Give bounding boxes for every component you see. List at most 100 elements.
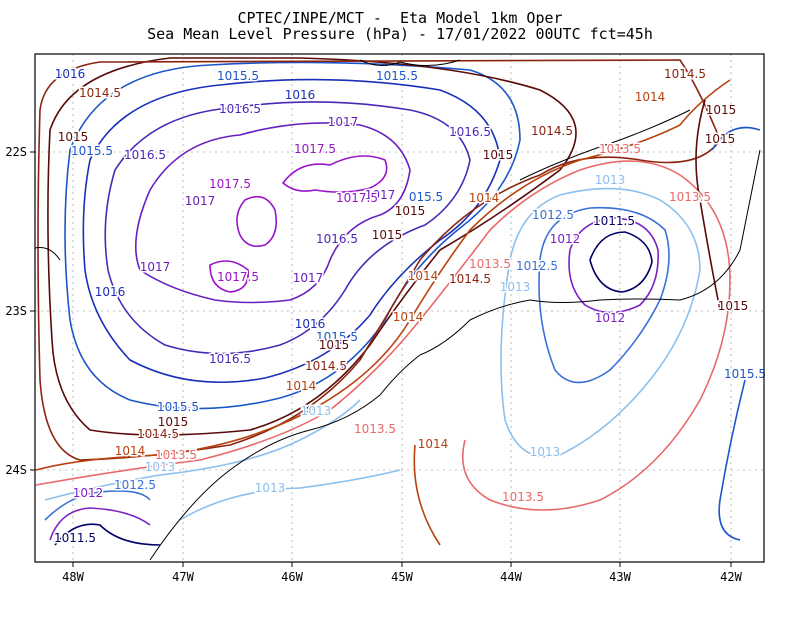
contour-label: 1014.5: [664, 67, 706, 81]
isobar-1015-line: [695, 99, 721, 311]
contour-label: 1013: [500, 280, 531, 294]
contour-label: 1014.5: [449, 272, 491, 286]
isobar-1016-line: [82, 78, 501, 384]
lon-label: 42W: [720, 570, 742, 584]
isobar-1012-5-line: [44, 490, 151, 521]
contour-label: 1017: [293, 271, 324, 285]
contour-label: 1013.5: [354, 422, 396, 436]
contour-label: 1014: [408, 269, 439, 283]
lon-label: 46W: [281, 570, 303, 584]
contour-label: 1015: [372, 228, 403, 242]
contour-label: 1017.5: [217, 270, 259, 284]
contour-label: 1011.5: [54, 531, 96, 545]
contour-label: 1012: [550, 232, 581, 246]
contour-label: 1014.5: [137, 427, 179, 441]
contour-label: 1013.5: [469, 257, 511, 271]
contour-label: 1014.5: [531, 124, 573, 138]
contour-label: 1014: [469, 191, 500, 205]
x-axis-labels: 48W 47W 46W 45W 44W 43W 42W: [62, 570, 742, 584]
isobar-1014-line: [413, 444, 441, 546]
isobar-1011-5-line: [589, 231, 653, 293]
contour-label: 1015.5: [316, 330, 358, 344]
contour-label: 1013: [595, 172, 626, 186]
isobar-1013-line: [179, 469, 401, 521]
isobar-1015-5-line: [711, 126, 761, 151]
contour-label: 1015.5: [724, 367, 766, 381]
contour-label: 1013: [255, 481, 286, 495]
contour-label: 1016.5: [209, 352, 251, 366]
contour-label: 1015: [705, 132, 736, 146]
contour-label: 1011.5: [593, 214, 635, 228]
contour-label: 1015: [395, 204, 426, 218]
contour-label: 1015.5: [376, 69, 418, 83]
isobar-1015-5-line: [64, 61, 521, 410]
contour-label: 1014: [115, 444, 146, 458]
contour-label: 1017: [140, 260, 171, 274]
title-line-1: CPTEC/INPE/MCT - Eta Model 1km Oper: [237, 9, 563, 27]
contour-label: 1012.5: [532, 208, 574, 222]
contour-label: 1013.5: [502, 490, 544, 504]
chart-title: CPTEC/INPE/MCT - Eta Model 1km Oper Sea …: [0, 10, 800, 42]
contour-label: 1012.5: [114, 478, 156, 492]
contour-label: 1012.5: [516, 259, 558, 273]
contour-label: 1014.5: [79, 86, 121, 100]
isobar-1017-5-line: [281, 155, 388, 193]
contour-label: 1016: [295, 317, 326, 331]
coastline: [35, 59, 761, 561]
lon-label: 45W: [391, 570, 413, 584]
contour-label: 1017: [328, 115, 359, 129]
isobar-1015-5-line: [718, 379, 746, 541]
contour-label: 1014.5: [305, 359, 347, 373]
contour-label: 1016: [55, 67, 86, 81]
isobar-1011-5-line: [54, 523, 161, 546]
contour-label: 1017.5: [294, 142, 336, 156]
contour-label: 1017.5: [336, 191, 378, 205]
isobar-1014-5-line: [37, 59, 721, 461]
contour-label: 1013: [595, 173, 626, 187]
title-line-2: Sea Mean Level Pressure (hPa) - 17/01/20…: [147, 25, 653, 43]
contour-label: 1015.5: [157, 400, 199, 414]
contour-label: 1015: [158, 415, 189, 429]
lon-label: 43W: [609, 570, 631, 584]
plot-frame: [34, 53, 765, 563]
contour-label: 1013: [301, 404, 332, 418]
axis-ticks: [30, 151, 732, 567]
isobar-1012-line: [49, 507, 151, 541]
contour-label: 1015.5: [71, 144, 113, 158]
contour-label: 1015: [706, 103, 737, 117]
contour-label: 1016.5: [219, 102, 261, 116]
contour-label: 1014: [635, 90, 666, 104]
lon-label: 44W: [500, 570, 522, 584]
contour-labels: 1014.5 1015.5 1015.5 1014.5 1016 1014 1015 1016…: [53, 66, 768, 547]
contour-label: 1016: [95, 285, 126, 299]
isobar-1012-5-line: [538, 206, 670, 384]
contour-label: 1017: [365, 188, 396, 202]
contour-label: 015.5: [409, 190, 443, 204]
contour-label: 1014: [418, 437, 449, 451]
isobar-1013-line: [500, 187, 701, 458]
contour-label: 1012: [595, 311, 626, 325]
isobar-1017-5-line: [236, 195, 278, 248]
contour-label: 1015: [319, 338, 350, 352]
contour-label: 1014: [393, 310, 424, 324]
contour-label: 1016.5: [124, 148, 166, 162]
contour-label: 1015: [483, 148, 514, 162]
lon-label: 48W: [62, 570, 84, 584]
lat-label: 23S: [5, 304, 27, 318]
contour-label: 1016.5: [449, 125, 491, 139]
isobar-1014-line: [35, 79, 731, 471]
contour-label: 1013: [145, 460, 176, 474]
isobar-1012-line: [568, 217, 659, 314]
contour-label: 1013.5: [599, 142, 641, 156]
contour-label: 1013.5: [155, 448, 197, 462]
contour-label: 1013: [530, 445, 561, 459]
isobar-1017-line: [135, 122, 411, 304]
lat-label: 22S: [5, 145, 27, 159]
contour-label: 1015: [58, 130, 89, 144]
contour-label: 1017: [185, 194, 216, 208]
isobar-1016-5-line: [104, 101, 471, 355]
isobar-1013-5-line: [35, 160, 731, 511]
contour-label: 1017.5: [209, 177, 251, 191]
lat-label: 24S: [5, 463, 27, 477]
